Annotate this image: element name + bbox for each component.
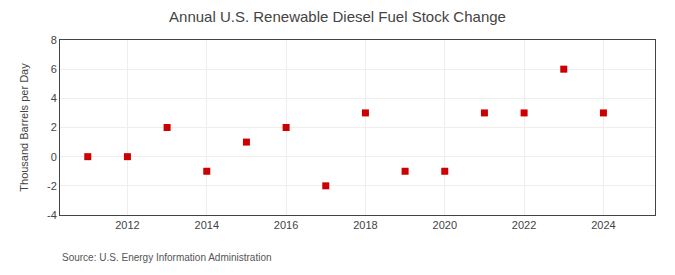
svg-text:0: 0 [51, 151, 57, 163]
svg-text:2: 2 [51, 121, 57, 133]
svg-text:2022: 2022 [512, 219, 536, 231]
svg-text:2014: 2014 [195, 219, 219, 231]
svg-text:Thousand Barrels per Day: Thousand Barrels per Day [18, 63, 30, 192]
svg-text:-2: -2 [47, 180, 57, 192]
svg-text:-4: -4 [47, 209, 57, 221]
svg-text:6: 6 [51, 63, 57, 75]
svg-text:2018: 2018 [353, 219, 377, 231]
svg-text:4: 4 [51, 92, 57, 104]
svg-text:2020: 2020 [433, 219, 457, 231]
svg-text:2024: 2024 [591, 219, 615, 231]
svg-text:2012: 2012 [115, 219, 139, 231]
svg-text:Source: U.S. Energy Informatio: Source: U.S. Energy Information Administ… [62, 252, 272, 263]
svg-text:8: 8 [51, 34, 57, 46]
svg-text:2016: 2016 [274, 219, 298, 231]
svg-text:Annual U.S. Renewable Diesel F: Annual U.S. Renewable Diesel Fuel Stock … [169, 8, 506, 25]
